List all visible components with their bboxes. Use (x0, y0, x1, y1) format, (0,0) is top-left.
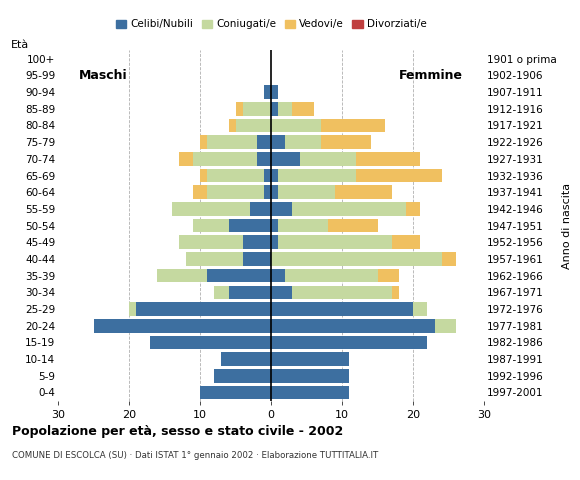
Legend: Celibi/Nubili, Coniugati/e, Vedovi/e, Divorziati/e: Celibi/Nubili, Coniugati/e, Vedovi/e, Di… (111, 15, 431, 34)
Text: Maschi: Maschi (79, 69, 128, 82)
Bar (257, 135, 271, 149)
Y-axis label: Anno di nascita: Anno di nascita (563, 182, 572, 269)
Bar (186, 252, 242, 266)
Bar (271, 152, 299, 166)
Bar (271, 302, 413, 316)
Bar (229, 219, 271, 232)
Bar (207, 269, 271, 283)
Bar (406, 202, 420, 216)
Bar (278, 168, 356, 182)
Bar (193, 185, 207, 199)
Bar (271, 168, 278, 182)
Bar (299, 152, 356, 166)
Bar (179, 152, 193, 166)
Text: Età: Età (11, 40, 30, 50)
Bar (278, 236, 392, 249)
Bar (271, 135, 285, 149)
Bar (150, 336, 271, 349)
Bar (229, 119, 235, 132)
Bar (242, 102, 271, 116)
Bar (335, 185, 392, 199)
Bar (235, 119, 271, 132)
Bar (229, 286, 271, 299)
Bar (271, 202, 292, 216)
Bar (179, 236, 242, 249)
Bar (136, 302, 271, 316)
Bar (193, 219, 229, 232)
Bar (172, 202, 250, 216)
Bar (271, 385, 349, 399)
Bar (271, 102, 278, 116)
Bar (413, 302, 427, 316)
Bar (264, 168, 271, 182)
Bar (200, 168, 207, 182)
Bar (207, 168, 264, 182)
Bar (278, 185, 335, 199)
Bar (271, 286, 292, 299)
Bar (292, 286, 392, 299)
Bar (271, 369, 349, 383)
Bar (271, 269, 285, 283)
Bar (271, 119, 321, 132)
Bar (285, 135, 321, 149)
Bar (93, 319, 271, 333)
Bar (157, 269, 207, 283)
Bar (222, 352, 271, 366)
Bar (271, 219, 278, 232)
Bar (434, 319, 456, 333)
Bar (129, 302, 136, 316)
Bar (200, 135, 207, 149)
Bar (242, 252, 271, 266)
Bar (264, 185, 271, 199)
Bar (250, 202, 271, 216)
Bar (392, 236, 420, 249)
Bar (356, 152, 420, 166)
Text: Popolazione per età, sesso e stato civile - 2002: Popolazione per età, sesso e stato civil… (12, 425, 343, 438)
Bar (271, 352, 349, 366)
Bar (321, 135, 371, 149)
Bar (207, 185, 264, 199)
Bar (264, 85, 271, 99)
Bar (257, 152, 271, 166)
Bar (271, 319, 434, 333)
Bar (271, 185, 278, 199)
Bar (207, 135, 257, 149)
Bar (278, 102, 292, 116)
Text: Femmine: Femmine (399, 69, 463, 82)
Bar (271, 85, 278, 99)
Bar (271, 252, 442, 266)
Bar (271, 236, 278, 249)
Bar (271, 336, 427, 349)
Bar (214, 369, 271, 383)
Bar (278, 219, 328, 232)
Bar (392, 286, 399, 299)
Bar (193, 152, 257, 166)
Bar (328, 219, 378, 232)
Bar (356, 168, 442, 182)
Bar (292, 102, 314, 116)
Bar (442, 252, 456, 266)
Bar (285, 269, 378, 283)
Bar (235, 102, 242, 116)
Bar (214, 286, 229, 299)
Bar (321, 119, 385, 132)
Bar (292, 202, 406, 216)
Text: COMUNE DI ESCOLCA (SU) · Dati ISTAT 1° gennaio 2002 · Elaborazione TUTTITALIA.IT: COMUNE DI ESCOLCA (SU) · Dati ISTAT 1° g… (12, 451, 378, 460)
Bar (378, 269, 399, 283)
Bar (242, 236, 271, 249)
Bar (200, 385, 271, 399)
